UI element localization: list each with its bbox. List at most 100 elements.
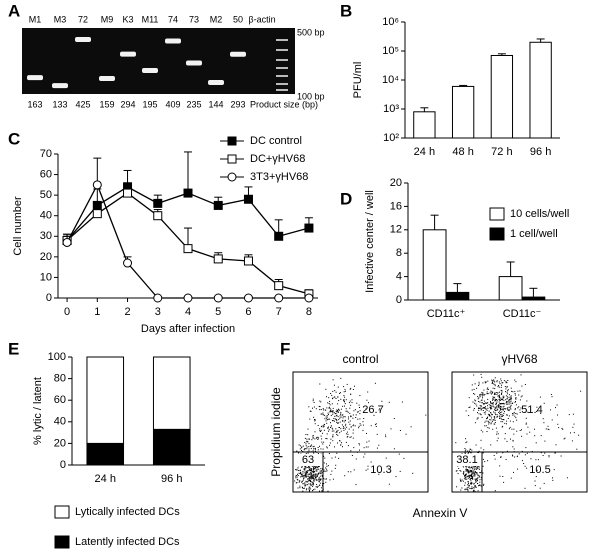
event-dot [480, 393, 482, 395]
event-dot [527, 411, 529, 413]
event-dot [470, 483, 472, 485]
lane-label: β-actin [248, 14, 275, 24]
event-dot [473, 388, 475, 390]
event-dot [333, 412, 335, 414]
event-dot [467, 484, 469, 486]
event-dot [311, 468, 313, 470]
marker [304, 293, 314, 303]
event-dot [468, 472, 469, 474]
event-dot [325, 416, 327, 418]
event-dot [302, 483, 304, 484]
event-dot [480, 405, 482, 407]
event-dot [317, 453, 319, 454]
event-dot [512, 414, 514, 416]
event-dot [570, 432, 571, 434]
event-dot [323, 409, 325, 411]
event-dot [476, 479, 478, 481]
event-dot [494, 417, 496, 419]
event-dot [469, 406, 471, 408]
event-dot [539, 487, 541, 489]
event-dot [343, 395, 345, 397]
event-dot [554, 452, 556, 454]
event-dot [542, 455, 544, 456]
event-dot [471, 472, 473, 474]
event-dot [305, 484, 307, 486]
event-dot [545, 428, 547, 430]
event-dot [514, 415, 516, 417]
event-dot [466, 470, 468, 472]
event-dot [313, 406, 315, 408]
event-dot [580, 390, 582, 392]
event-dot [510, 438, 511, 440]
event-dot [484, 406, 486, 408]
event-dot [477, 412, 478, 414]
event-dot [512, 455, 514, 457]
y-tick-label: 8 [396, 247, 402, 259]
event-dot [332, 413, 334, 415]
event-dot [313, 471, 315, 472]
event-dot [330, 411, 332, 413]
event-dot [303, 469, 305, 471]
event-dot [485, 420, 487, 422]
event-dot [358, 444, 360, 446]
event-dot [460, 480, 462, 482]
event-dot [349, 436, 351, 438]
event-dot [356, 411, 358, 413]
event-dot [473, 483, 475, 485]
event-dot [494, 396, 496, 398]
event-dot [505, 380, 507, 382]
event-dot [309, 473, 311, 475]
event-dot [309, 476, 311, 478]
marker [274, 293, 284, 303]
event-dot [351, 402, 353, 404]
event-dot [484, 407, 486, 409]
event-dot [504, 386, 506, 388]
event-dot [358, 425, 360, 427]
event-dot [305, 489, 307, 491]
event-dot [297, 475, 299, 476]
event-dot [339, 427, 340, 428]
event-dot [456, 470, 458, 472]
event-dot [513, 428, 515, 430]
event-dot [297, 473, 298, 475]
event-dot [472, 467, 474, 469]
event-dot [476, 473, 478, 475]
marker [274, 231, 284, 241]
event-dot [470, 452, 472, 454]
event-dot [464, 489, 466, 491]
event-dot [496, 381, 498, 383]
product-size: 425 [75, 99, 90, 109]
event-dot [469, 469, 471, 471]
event-dot [323, 425, 325, 427]
event-dot [307, 441, 309, 443]
lane-label: M3 [54, 14, 67, 24]
event-dot [327, 427, 329, 429]
plot-title: control [342, 352, 378, 366]
event-dot [494, 490, 496, 492]
event-dot [340, 430, 342, 432]
event-dot [478, 450, 480, 452]
event-dot [471, 471, 472, 472]
event-dot [550, 409, 551, 411]
event-dot [506, 403, 508, 405]
event-dot [350, 393, 352, 395]
event-dot [302, 470, 304, 472]
event-dot [479, 484, 481, 486]
event-dot [355, 417, 357, 418]
event-dot [347, 471, 349, 473]
event-dot [304, 487, 306, 489]
event-dot [312, 465, 314, 467]
event-dot [342, 420, 343, 422]
event-dot [315, 474, 317, 476]
event-dot [487, 387, 489, 389]
event-dot [534, 435, 536, 437]
quadrant-value: 10.3 [370, 464, 391, 476]
event-dot [352, 425, 354, 427]
event-dot [536, 406, 538, 408]
event-dot [540, 412, 542, 414]
event-dot [492, 403, 494, 405]
event-dot [324, 414, 326, 416]
event-dot [563, 438, 565, 440]
event-dot [312, 490, 313, 492]
event-dot [494, 408, 496, 410]
